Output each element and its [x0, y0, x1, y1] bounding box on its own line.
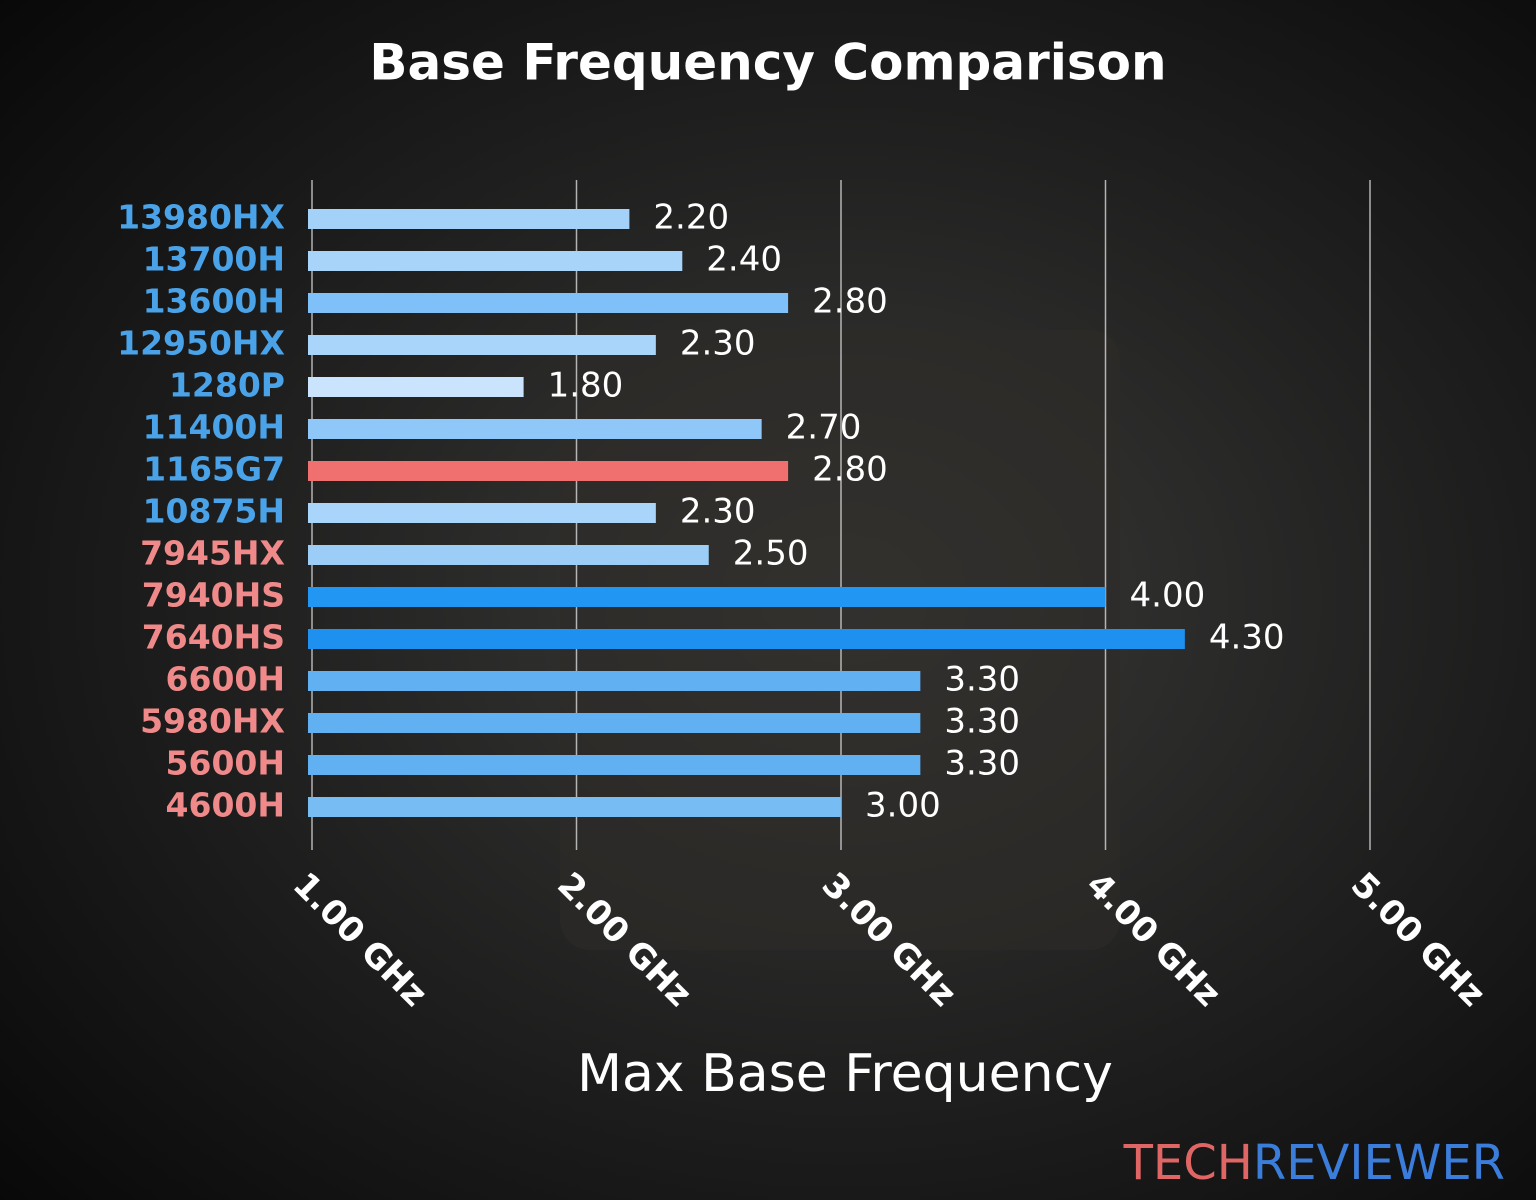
y-tick-label: 1280P [169, 366, 285, 405]
watermark-part: REVIEWER [1253, 1135, 1505, 1191]
bar [308, 461, 789, 481]
bar [308, 629, 1185, 649]
chart-title: Base Frequency Comparison [369, 34, 1166, 92]
x-axis-label: Max Base Frequency [577, 1044, 1113, 1104]
bar [308, 503, 656, 523]
bar [308, 335, 656, 355]
value-label: 4.30 [1209, 618, 1285, 658]
value-label: 4.00 [1130, 576, 1206, 616]
y-tick-label: 7640HS [142, 618, 285, 657]
value-label: 2.80 [812, 450, 888, 490]
value-label: 2.40 [706, 240, 782, 280]
y-tick-label: 1165G7 [143, 450, 285, 489]
bar [308, 545, 709, 565]
bar [308, 209, 630, 229]
y-tick-label: 6600H [166, 660, 285, 699]
watermark: TECHREVIEWER [1123, 1135, 1505, 1191]
y-tick-label: 12950HX [117, 324, 285, 363]
bar [308, 293, 789, 313]
bar [308, 797, 841, 817]
y-tick-label: 10875H [143, 492, 285, 531]
bar [308, 671, 921, 691]
y-tick-label: 13700H [143, 240, 285, 279]
y-tick-label: 13980HX [117, 198, 285, 237]
y-tick-label: 7940HS [142, 576, 285, 615]
y-tick-label: 11400H [143, 408, 285, 447]
value-label: 3.30 [944, 702, 1020, 742]
value-label: 2.30 [680, 492, 756, 532]
value-label: 2.70 [786, 408, 862, 448]
bar [308, 755, 921, 775]
watermark-part: TECH [1123, 1135, 1253, 1191]
value-label: 3.00 [865, 786, 941, 826]
y-tick-label: 5980HX [140, 702, 285, 741]
value-label: 2.30 [680, 324, 756, 364]
bar [308, 419, 762, 439]
value-label: 3.30 [944, 744, 1020, 784]
value-label: 2.50 [733, 534, 809, 574]
bar [308, 377, 524, 397]
y-tick-label: 4600H [166, 786, 285, 825]
value-label: 2.80 [812, 282, 888, 322]
value-label: 1.80 [548, 366, 624, 406]
bar [308, 587, 1106, 607]
bar [308, 251, 683, 271]
y-tick-label: 5600H [166, 744, 285, 783]
y-tick-label: 7945HX [140, 534, 285, 573]
y-tick-label: 13600H [143, 282, 285, 321]
value-label: 2.20 [653, 198, 729, 238]
value-label: 3.30 [944, 660, 1020, 700]
bar [308, 713, 921, 733]
